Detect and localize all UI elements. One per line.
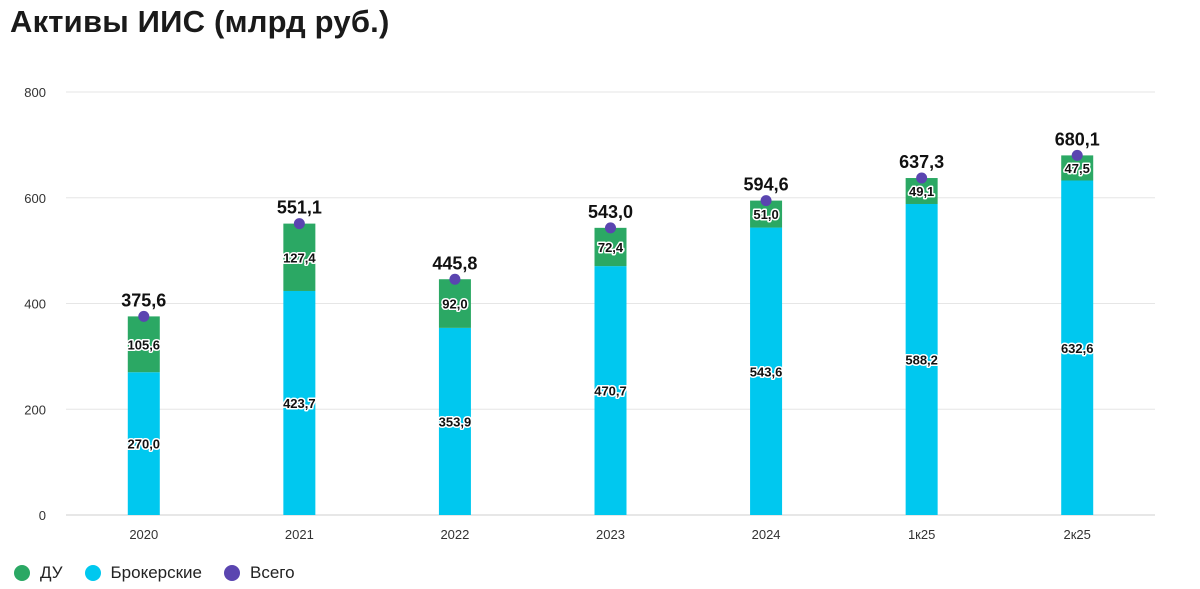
- data-label-total: 543,0: [588, 202, 633, 222]
- data-label-du: 51,0: [753, 207, 778, 222]
- data-label-du: 72,4: [598, 240, 624, 255]
- data-label-total: 680,1: [1055, 129, 1100, 149]
- legend-item-broker: Брокерские: [84, 563, 203, 583]
- data-label-broker: 470,7: [594, 384, 627, 399]
- total-marker: [1071, 149, 1083, 161]
- legend-swatch-broker: [84, 565, 101, 581]
- x-tick-label: 2023: [596, 527, 625, 542]
- legend-label-broker: Брокерские: [110, 563, 203, 582]
- bar-segment-broker: [905, 203, 938, 515]
- bars: 270,0 105,6 375,6 423,7 127,4 551,1 353,9 92,0 4…: [121, 129, 1100, 515]
- data-label-du: 92,0: [442, 297, 467, 312]
- stacked-bar-chart: 0 200 400 600 800 270,0 105,6 375,6 423,7 127,4 5…: [24, 85, 1155, 542]
- y-tick-label: 600: [24, 191, 46, 206]
- x-tick-label: 2021: [285, 527, 314, 542]
- total-marker: [449, 273, 461, 285]
- total-marker: [916, 172, 928, 184]
- legend-item-du: ДУ: [14, 563, 63, 583]
- data-label-broker: 270,0: [128, 437, 161, 452]
- bar-segment-du: [438, 279, 471, 328]
- total-marker: [138, 310, 150, 322]
- data-label-total: 637,3: [899, 152, 944, 172]
- x-tick-label: 2024: [752, 527, 781, 542]
- data-label-broker: 588,2: [905, 352, 938, 367]
- data-label-du: 127,4: [283, 250, 316, 265]
- data-label-du: 47,5: [1065, 161, 1090, 176]
- total-marker: [760, 195, 772, 207]
- data-label-du: 105,6: [128, 337, 161, 352]
- chart-title: Активы ИИС (млрд руб.): [10, 4, 390, 39]
- data-label-total: 594,6: [744, 175, 789, 195]
- x-tick-label: 2к25: [1064, 527, 1091, 542]
- y-tick-label: 0: [39, 508, 46, 523]
- bar-segment-du: [283, 223, 316, 291]
- x-tick-label: 2020: [129, 527, 158, 542]
- y-tick-label: 200: [24, 402, 46, 417]
- legend: ДУ Брокерские Всего: [14, 563, 295, 583]
- legend-swatch-total: [224, 565, 241, 581]
- y-tick-label: 800: [24, 85, 46, 100]
- data-label-broker: 353,9: [439, 414, 472, 429]
- bar-segment-broker: [438, 327, 471, 515]
- total-marker: [293, 218, 305, 230]
- bar-segment-broker: [283, 290, 316, 515]
- bar-segment-broker: [750, 227, 783, 515]
- legend-item-total: Всего: [224, 563, 295, 583]
- bar-segment-du: [127, 316, 160, 373]
- total-marker: [605, 222, 616, 234]
- bar-segment-du: [594, 227, 627, 267]
- bar-segment-broker: [1061, 180, 1094, 515]
- x-tick-label: 2022: [440, 527, 469, 542]
- y-tick-label: 400: [24, 297, 46, 312]
- y-axis: 0 200 400 600 800: [24, 85, 46, 523]
- legend-swatch-du: [14, 565, 30, 581]
- data-label-total: 375,6: [121, 290, 166, 310]
- data-label-du: 49,1: [909, 184, 934, 199]
- data-label-broker: 632,6: [1061, 341, 1094, 356]
- data-label-total: 445,8: [432, 253, 477, 273]
- legend-label-du: ДУ: [40, 563, 63, 582]
- data-label-broker: 543,6: [750, 364, 783, 379]
- bar-segment-broker: [594, 266, 627, 515]
- data-label-broker: 423,7: [283, 396, 316, 411]
- bar-segment-broker: [127, 372, 160, 515]
- legend-label-total: Всего: [250, 563, 295, 582]
- data-label-total: 551,1: [277, 198, 322, 218]
- x-axis: 2020 2021 2022 2023 2024 1к25 2к25: [129, 527, 1091, 542]
- x-tick-label: 1к25: [908, 527, 935, 542]
